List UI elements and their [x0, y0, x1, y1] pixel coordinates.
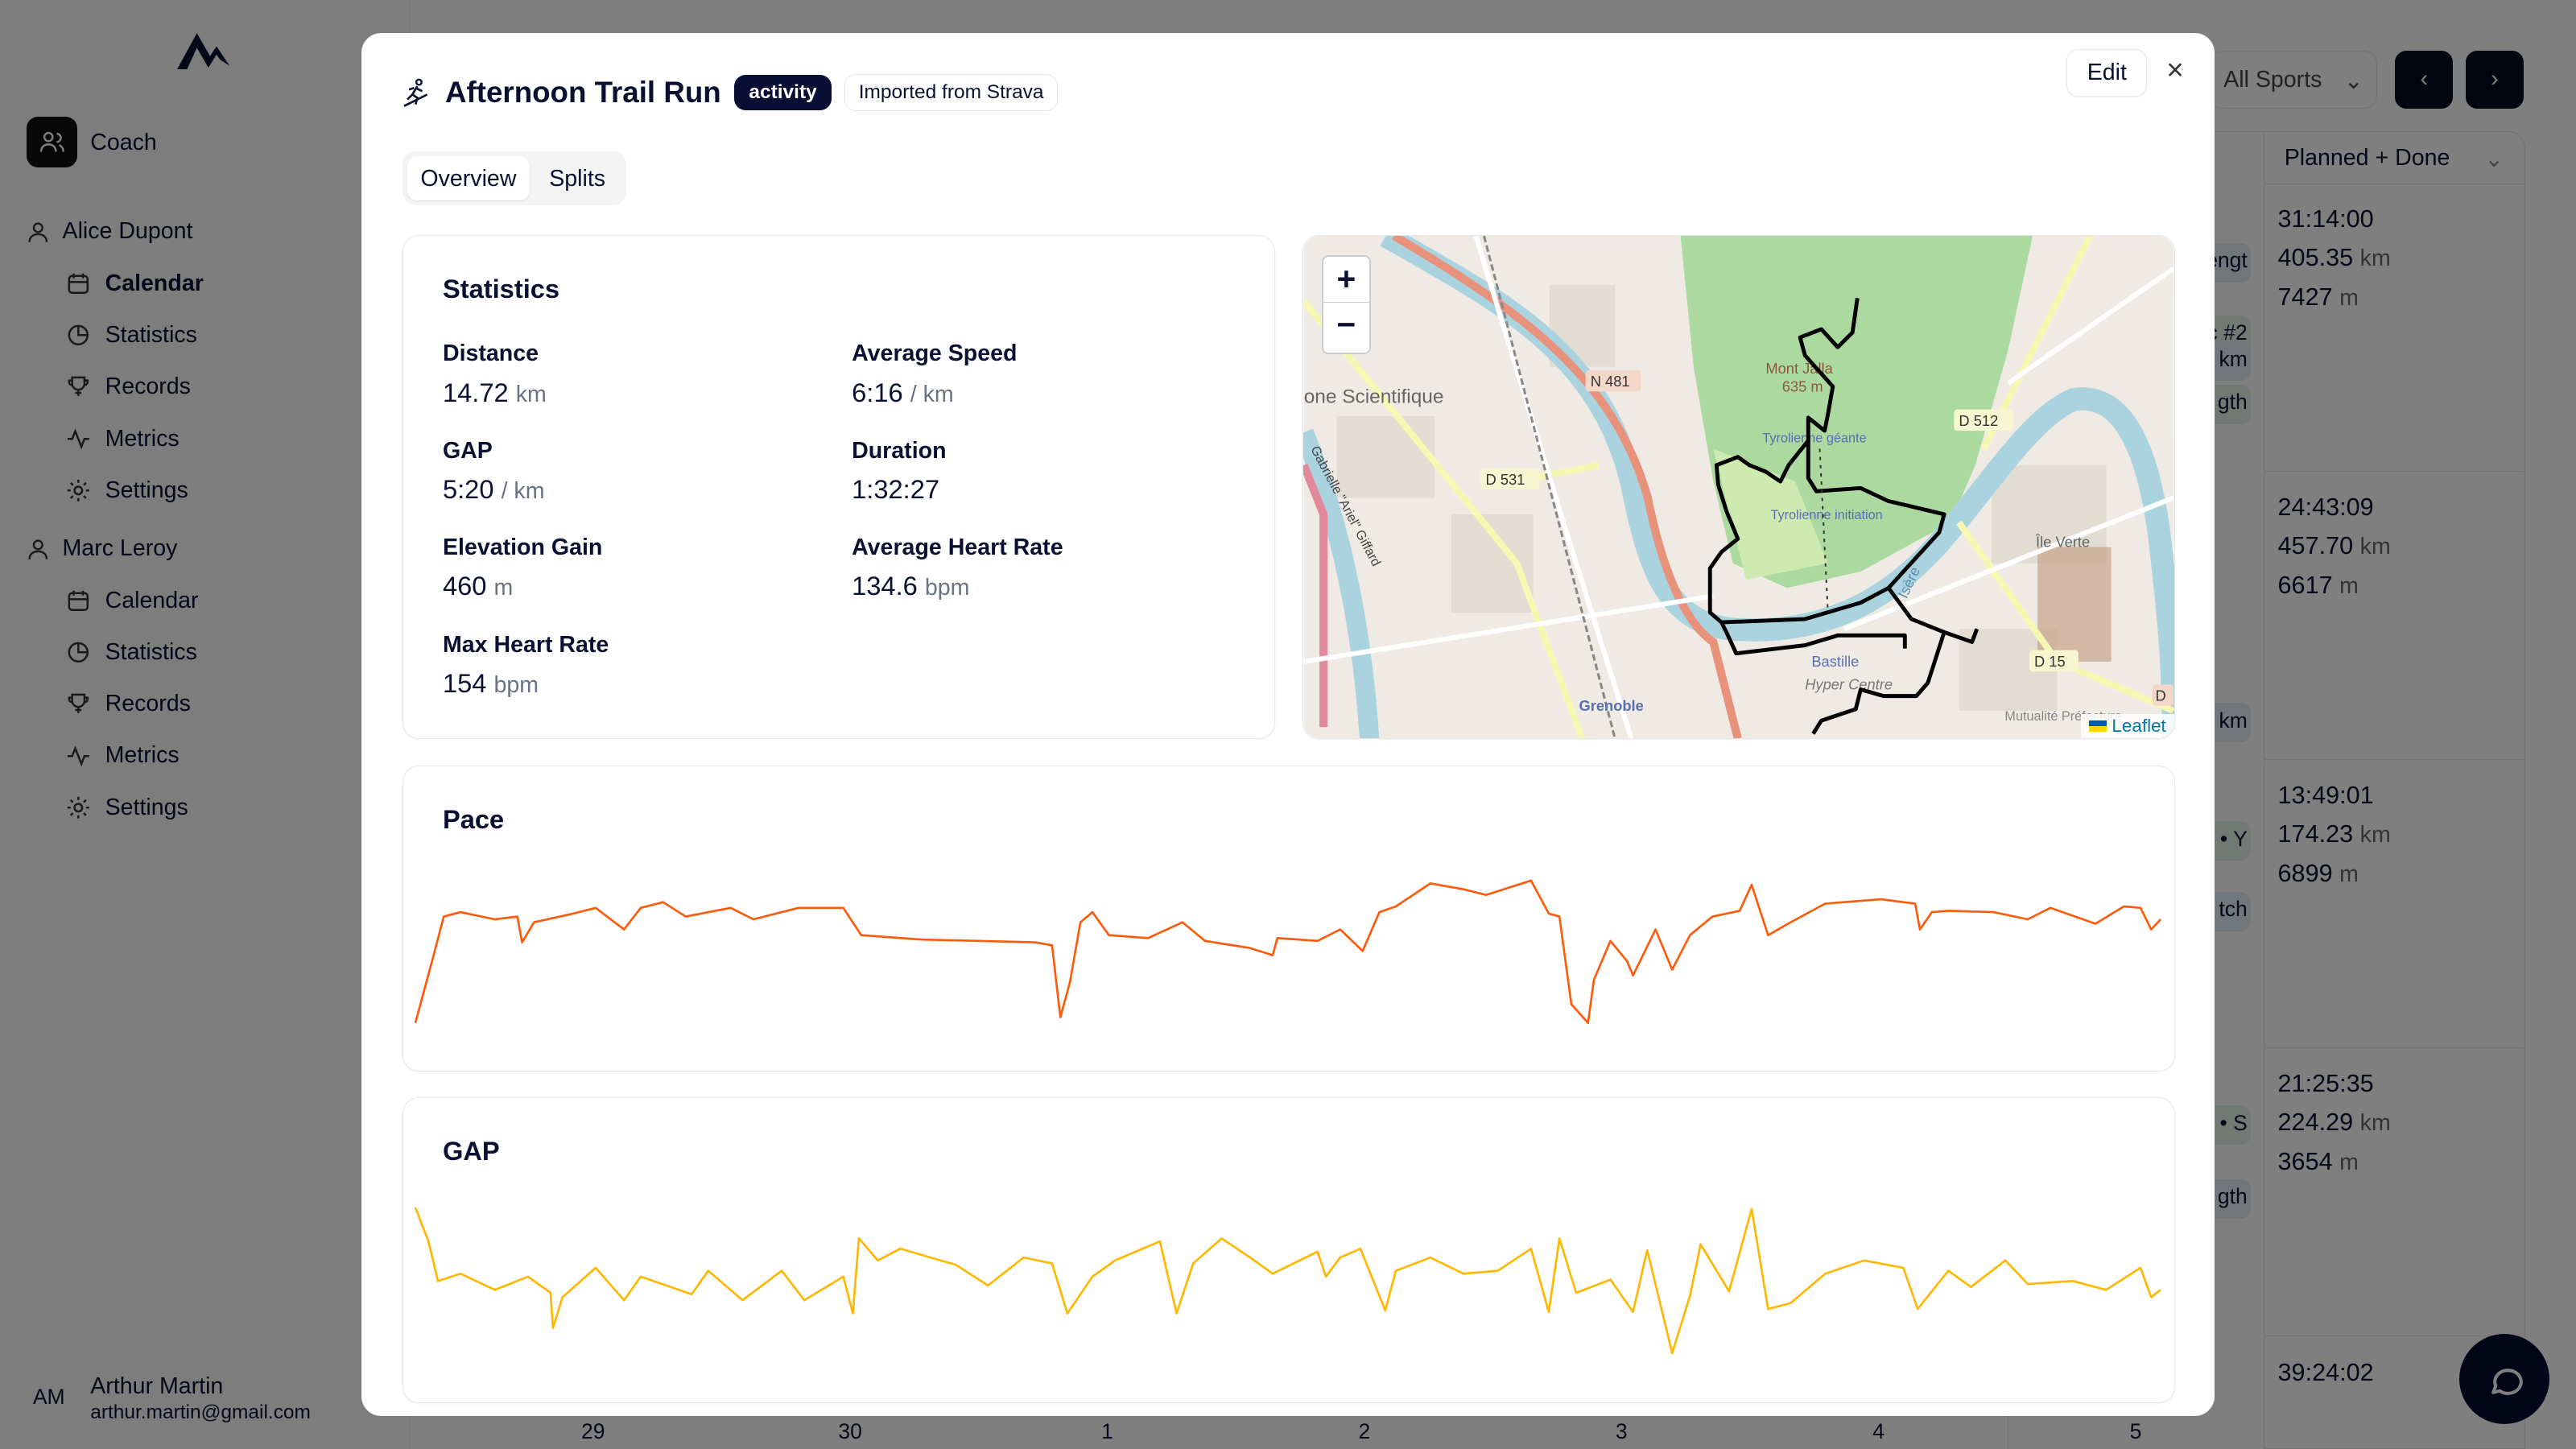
tab-splits[interactable]: Splits	[549, 166, 606, 192]
gap-chart-title: GAP	[442, 1136, 500, 1166]
map-label-d: D	[2156, 687, 2166, 704]
stat-label: Average Speed	[852, 341, 1018, 367]
stat-label: GAP	[442, 437, 493, 464]
leaflet-link[interactable]: Leaflet	[2112, 716, 2166, 737]
stat-value: 134.6	[852, 571, 918, 601]
map-label-altitude: 635 m	[1782, 378, 1823, 394]
map-label-d512: D 512	[1959, 412, 1999, 429]
map-zoom-control: + −	[1321, 255, 1371, 354]
zoom-in-button[interactable]: +	[1323, 257, 1369, 303]
activity-modal: Afternoon Trail Run activity Imported fr…	[361, 32, 2215, 1417]
stat-gap: GAP 5:20 / km	[443, 438, 837, 505]
route-track	[1708, 297, 1979, 735]
stat-value: 460	[442, 571, 487, 601]
stat-value: 1:32:27	[852, 474, 940, 505]
map-label-d15: D 15	[2034, 653, 2066, 670]
tab-overview[interactable]: Overview	[407, 155, 530, 200]
map-label-grenoble: Grenoble	[1579, 697, 1644, 714]
map-label-d531: D 531	[1486, 471, 1525, 488]
stat-label: Distance	[442, 341, 539, 367]
statistics-title: Statistics	[442, 273, 560, 303]
stat-value: 154	[442, 667, 487, 698]
map-label-mont: Mont Jalla	[1766, 360, 1834, 377]
pace-series-line	[414, 879, 2161, 1025]
trail-run-icon	[403, 78, 428, 107]
stat-max-heart-rate: Max Heart Rate 154 bpm	[443, 632, 837, 699]
ukraine-flag-icon	[2088, 720, 2107, 733]
stat-label: Max Heart Rate	[442, 631, 609, 658]
edit-button[interactable]: Edit	[2066, 49, 2148, 97]
map-label-hyper-centre: Hyper Centre	[1806, 675, 1893, 692]
stat-label: Average Heart Rate	[852, 535, 1063, 561]
gap-chart-card: GAP	[402, 1097, 2175, 1403]
map-label-zone: one Scientifique	[1304, 386, 1444, 407]
source-badge: Imported from Strava	[844, 73, 1058, 112]
map-label-tyrolienne-initiation: Tyrolienne initiation	[1771, 508, 1883, 522]
stat-label: Duration	[852, 437, 947, 464]
zoom-out-button[interactable]: −	[1336, 306, 1356, 344]
close-icon[interactable]: ×	[2166, 53, 2184, 87]
pace-chart-title: Pace	[442, 803, 505, 834]
stat-distance: Distance 14.72 km	[443, 341, 837, 407]
stat-average-speed: Average Speed 6:16 / km	[852, 341, 1246, 407]
tab-bar: Overview Splits	[402, 151, 626, 206]
map-label-ile-verte: Île Verte	[2035, 533, 2090, 550]
route-map[interactable]: N 481 D 531 D 512 D 15 D one Scientifiqu…	[1302, 234, 2175, 740]
stat-average-heart-rate: Average Heart Rate 134.6 bpm	[852, 535, 1246, 601]
stat-label: Elevation Gain	[442, 535, 603, 561]
stat-unit: bpm	[924, 575, 970, 601]
activity-type-badge: activity	[734, 74, 832, 111]
stat-unit: / km	[501, 478, 545, 505]
gap-series-line	[414, 1207, 2161, 1355]
pace-chart-card: Pace	[402, 766, 2175, 1071]
map-attribution: Leaflet	[2080, 714, 2174, 739]
stat-value: 14.72	[442, 377, 509, 407]
statistics-card: Statistics Distance 14.72 km Average Speed…	[402, 234, 1275, 740]
activity-title: Afternoon Trail Run	[445, 75, 721, 109]
stat-unit: bpm	[493, 671, 539, 698]
pace-chart	[414, 879, 2161, 1025]
map-tiles[interactable]: N 481 D 531 D 512 D 15 D one Scientifiqu…	[1303, 235, 2174, 739]
stat-duration: Duration 1:32:27	[852, 438, 1246, 505]
stat-value: 5:20	[442, 474, 494, 505]
stat-elevation-gain: Elevation Gain 460 m	[443, 535, 837, 601]
stat-unit: km	[515, 381, 547, 407]
gap-chart	[414, 1207, 2161, 1355]
stat-value: 6:16	[852, 377, 903, 407]
map-label-bastille: Bastille	[1812, 653, 1860, 670]
map-label-n481: N 481	[1591, 373, 1630, 390]
stat-unit: / km	[910, 381, 954, 407]
map-label-tyrolienne-geante: Tyrolienne géante	[1763, 431, 1867, 445]
stat-unit: m	[493, 575, 514, 601]
